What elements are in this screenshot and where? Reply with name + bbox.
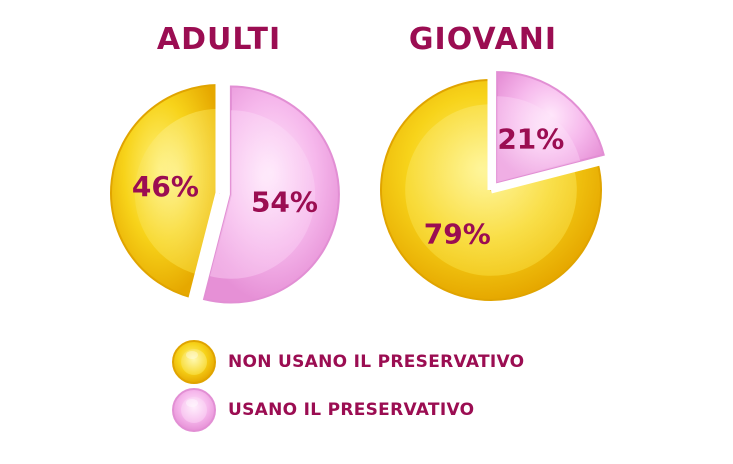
pie-label-non-usano: 46% <box>132 170 199 203</box>
pie-chart-adulti: 46% 54% <box>110 71 340 313</box>
pie-label-usano: 54% <box>251 185 318 218</box>
legend-item-non-usano: NON USANO IL PRESERVATIVO <box>170 338 524 386</box>
pie-slice-non-usano <box>110 83 220 299</box>
pie-chart-giovani: 79% 21% <box>380 66 612 301</box>
legend-swatch-pink-icon <box>172 388 216 432</box>
chart-title-adulti: ADULTI <box>156 22 282 57</box>
pie-separator <box>490 155 612 194</box>
pie-label-usano: 21% <box>497 123 564 156</box>
pie-slice-usano <box>496 71 605 184</box>
pie-separator <box>185 192 223 313</box>
legend: NON USANO IL PRESERVATIVO USANO IL PRESE… <box>170 338 524 434</box>
chart-title-giovani: GIOVANI <box>408 22 558 57</box>
legend-swatch-yellow-icon <box>172 340 216 384</box>
pie-slice-usano <box>202 85 340 304</box>
legend-item-usano: USANO IL PRESERVATIVO <box>170 386 524 434</box>
legend-label-non-usano: NON USANO IL PRESERVATIVO <box>228 352 525 372</box>
legend-label-usano: USANO IL PRESERVATIVO <box>228 400 475 420</box>
pie-label-non-usano: 79% <box>424 217 491 250</box>
